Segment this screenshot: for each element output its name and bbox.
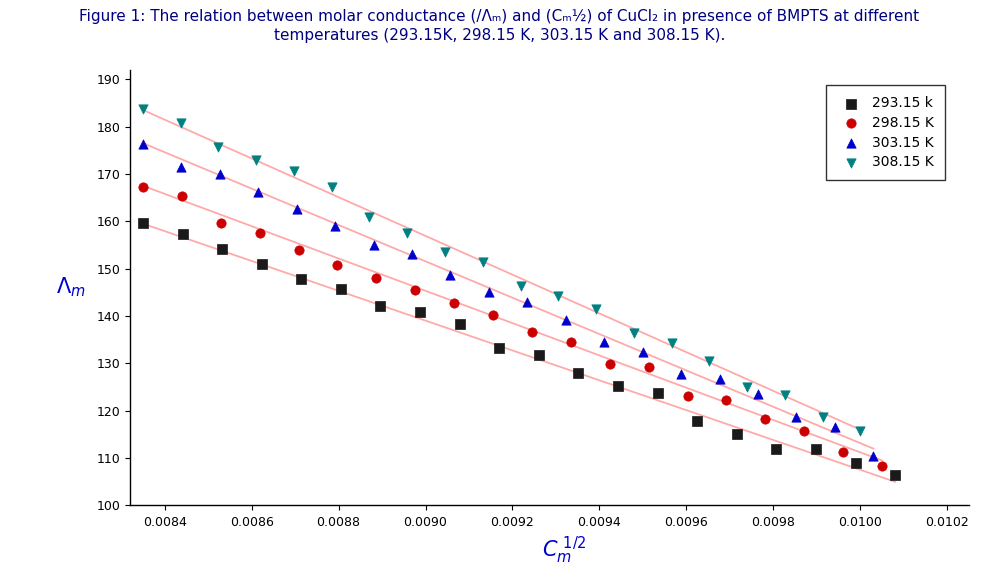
298.15 K: [562, 337, 578, 346]
298.15 K: [640, 363, 656, 372]
298.15 K: [174, 192, 190, 201]
298.15 K: [369, 273, 385, 282]
298.15 K: [486, 311, 501, 320]
303.15 K: [289, 204, 305, 213]
293.15 k: [175, 229, 191, 238]
308.15 K: [588, 304, 604, 314]
308.15 K: [173, 119, 189, 128]
298.15 K: [523, 327, 539, 336]
298.15 K: [874, 461, 890, 470]
293.15 k: [333, 285, 349, 294]
298.15 K: [330, 260, 346, 270]
Legend: 293.15 k, 298.15 K, 303.15 K, 308.15 K: 293.15 k, 298.15 K, 303.15 K, 308.15 K: [826, 85, 945, 180]
Text: Figure 1: The relation between molar conductance (/Λₘ) and (Cₘ½) of CuCl₂ in pre: Figure 1: The relation between molar con…: [80, 9, 919, 24]
293.15 k: [847, 459, 863, 468]
308.15 K: [625, 328, 641, 337]
308.15 K: [400, 228, 416, 238]
293.15 k: [887, 471, 903, 480]
303.15 K: [827, 422, 843, 431]
308.15 K: [663, 338, 679, 347]
Text: temperatures (293.15K, 298.15 K, 303.15 K and 308.15 K).: temperatures (293.15K, 298.15 K, 303.15 …: [274, 28, 725, 43]
298.15 K: [408, 285, 424, 294]
308.15 K: [437, 248, 453, 257]
303.15 K: [596, 338, 612, 347]
303.15 K: [135, 139, 151, 149]
303.15 K: [366, 240, 382, 249]
308.15 K: [211, 142, 227, 152]
308.15 K: [248, 156, 264, 165]
303.15 K: [557, 315, 573, 324]
303.15 K: [481, 287, 497, 296]
303.15 K: [443, 271, 459, 280]
303.15 K: [251, 188, 267, 197]
293.15 k: [570, 368, 586, 377]
293.15 k: [610, 381, 626, 390]
293.15 k: [135, 218, 151, 228]
293.15 k: [768, 444, 784, 454]
293.15 k: [728, 430, 744, 439]
298.15 K: [796, 426, 812, 435]
Y-axis label: $\Lambda_m$: $\Lambda_m$: [56, 276, 86, 299]
293.15 k: [649, 388, 665, 397]
308.15 K: [852, 426, 868, 436]
293.15 k: [530, 350, 546, 359]
308.15 K: [701, 356, 717, 365]
298.15 K: [252, 228, 268, 237]
298.15 K: [757, 414, 773, 423]
293.15 k: [412, 307, 428, 317]
293.15 k: [254, 259, 270, 268]
303.15 K: [212, 170, 228, 179]
308.15 K: [324, 182, 340, 192]
293.15 k: [373, 302, 389, 311]
298.15 K: [291, 245, 307, 254]
298.15 K: [213, 218, 229, 228]
293.15 k: [492, 343, 507, 353]
303.15 K: [673, 369, 689, 378]
308.15 K: [814, 413, 830, 422]
298.15 K: [447, 299, 463, 308]
308.15 K: [777, 390, 793, 400]
303.15 K: [404, 249, 420, 259]
298.15 K: [835, 447, 851, 457]
308.15 K: [286, 166, 302, 175]
298.15 K: [679, 392, 695, 401]
303.15 K: [865, 451, 881, 461]
308.15 K: [362, 213, 378, 222]
Text: $C_m^{\ 1/2}$: $C_m^{\ 1/2}$: [542, 535, 586, 566]
308.15 K: [135, 105, 151, 114]
298.15 K: [135, 182, 151, 192]
303.15 K: [327, 222, 343, 231]
293.15 k: [689, 417, 705, 426]
293.15 k: [452, 320, 468, 329]
303.15 K: [634, 347, 650, 357]
308.15 K: [475, 258, 491, 267]
293.15 k: [294, 275, 310, 284]
293.15 k: [808, 444, 824, 454]
308.15 K: [550, 291, 566, 300]
303.15 K: [519, 297, 535, 307]
298.15 K: [718, 395, 734, 404]
303.15 K: [711, 375, 727, 384]
293.15 k: [214, 245, 230, 254]
308.15 K: [739, 383, 755, 392]
303.15 K: [750, 390, 766, 399]
303.15 K: [788, 412, 804, 421]
303.15 K: [174, 163, 190, 172]
308.15 K: [512, 282, 528, 291]
298.15 K: [601, 360, 617, 369]
